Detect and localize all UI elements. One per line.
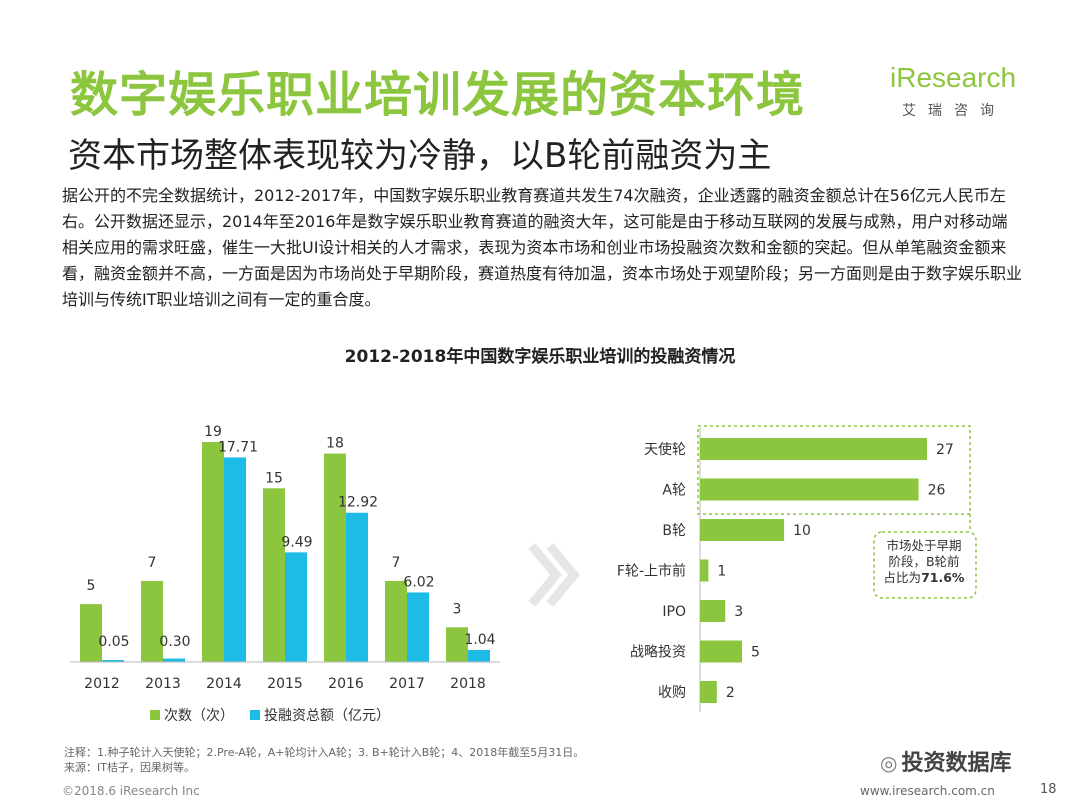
x-tick-2012: 2012 <box>84 676 120 692</box>
round-value-4: 3 <box>734 604 743 620</box>
footer-url: www.iresearch.com.cn <box>860 784 995 798</box>
round-label-0: 天使轮 <box>644 441 686 458</box>
bar-amount-2014 <box>224 457 246 662</box>
label-count-2013: 7 <box>148 555 157 571</box>
x-tick-2014: 2014 <box>206 676 242 692</box>
bar-amount-2012 <box>102 660 124 662</box>
page-subtitle: 资本市场整体表现较为冷静，以B轮前融资为主 <box>68 136 772 176</box>
intro-paragraph: 据公开的不完全数据统计，2012-2017年，中国数字娱乐职业教育赛道共发生74… <box>62 186 1023 309</box>
legend-label-amount: 投融资总额（亿元） <box>264 708 390 724</box>
label-amount-2015: 9.49 <box>281 534 312 550</box>
footnote-line-1: 注释：1.种子轮计入天使轮；2.Pre-A轮，A+轮均计入A轮；3. B+轮计入… <box>64 746 585 759</box>
round-label-2: B轮 <box>662 523 686 539</box>
round-bar-3 <box>700 559 709 582</box>
x-tick-2018: 2018 <box>450 676 486 692</box>
label-count-2014: 19 <box>204 424 222 440</box>
label-amount-2017: 6.02 <box>403 574 434 590</box>
round-bar-0 <box>700 438 927 460</box>
label-count-2016: 18 <box>326 436 344 452</box>
label-count-2017: 7 <box>392 555 401 571</box>
round-value-6: 2 <box>726 685 735 701</box>
wechat-icon: ◎ <box>880 751 898 775</box>
round-label-3: F轮-上市前 <box>617 563 686 580</box>
round-value-0: 27 <box>936 442 954 458</box>
label-amount-2016: 12.92 <box>338 495 378 511</box>
label-amount-2012: 0.05 <box>98 634 129 650</box>
annotation-box <box>873 531 977 599</box>
annotation-text: 市场处于早期 阶段，B轮前 占比为71.6% <box>876 538 972 586</box>
x-tick-2015: 2015 <box>267 676 303 692</box>
round-bar-4 <box>700 600 726 622</box>
legend-label-count: 次数（次） <box>164 708 234 724</box>
footnote-line-2: 来源：IT桔子，因果树等。 <box>64 761 195 774</box>
annotation-value: 71.6% <box>921 570 965 585</box>
annotation-line-3: 占比为71.6% <box>876 570 972 586</box>
x-tick-2013: 2013 <box>145 676 181 692</box>
x-tick-2017: 2017 <box>389 676 425 692</box>
chevron-right-icon <box>528 543 580 607</box>
round-label-1: A轮 <box>662 483 686 499</box>
label-count-2012: 5 <box>87 578 96 594</box>
bar-count-2014 <box>202 442 224 662</box>
round-label-5: 战略投资 <box>630 645 686 661</box>
legend-swatch-amount <box>250 710 260 720</box>
label-amount-2014: 17.71 <box>218 439 258 455</box>
label-count-2015: 15 <box>265 470 283 486</box>
logo-cn-text: 艾瑞咨询 <box>902 103 1006 119</box>
financing-by-round-chart: 天使轮 27 A轮 26 B轮 10 F轮-上市前 1 IPO 3 战略投资 5 收购 2 <box>617 425 977 712</box>
iresearch-logo: iResearch 艾瑞咨询 <box>890 62 1020 122</box>
footer-copyright: ©2018.6 iResearch Inc <box>62 784 200 798</box>
page-title: 数字娱乐职业培训发展的资本环境 <box>70 67 806 123</box>
round-value-3: 1 <box>717 564 726 580</box>
x-tick-2016: 2016 <box>328 676 364 692</box>
bar-amount-2018 <box>468 649 490 662</box>
bar-count-2017 <box>385 580 407 662</box>
label-amount-2013: 0.30 <box>159 634 190 650</box>
annotation-prefix: 占比为 <box>883 570 922 585</box>
annotation-line-2: 阶段，B轮前 <box>888 554 960 569</box>
round-label-6: 收购 <box>658 685 686 701</box>
bar-amount-2016 <box>346 512 368 662</box>
bar-amount-2017 <box>407 592 429 662</box>
round-bar-1 <box>700 478 919 501</box>
watermark-text: ◎ 投资数据库 <box>880 745 1011 777</box>
round-label-4: IPO <box>662 604 686 620</box>
label-count-2018: 3 <box>453 601 462 617</box>
round-bar-5 <box>700 640 743 663</box>
bar-count-2016 <box>324 453 346 662</box>
round-bar-2 <box>700 519 785 541</box>
watermark-label: 投资数据库 <box>901 751 1012 776</box>
footnotes: 注释：1.种子轮计入天使轮；2.Pre-A轮，A+轮均计入A轮；3. B+轮计入… <box>64 745 584 775</box>
page-number: 18 <box>1040 782 1057 797</box>
bar-count-2018 <box>446 627 468 662</box>
legend-swatch-count <box>150 710 160 720</box>
bar-count-2013 <box>141 580 163 662</box>
annotation-line-1: 市场处于早期 <box>886 538 962 553</box>
round-value-2: 10 <box>793 523 811 539</box>
bar-count-2012 <box>80 604 102 662</box>
round-bar-6 <box>700 681 717 703</box>
bar-amount-2013 <box>163 658 185 662</box>
label-amount-2018: 1.04 <box>464 632 495 648</box>
chart-title: 2012-2018年中国数字娱乐职业培训的投融资情况 <box>344 347 736 367</box>
bar-amount-2015 <box>285 552 307 662</box>
round-value-5: 5 <box>751 645 760 661</box>
logo-text: iResearch <box>890 62 1017 93</box>
bar-count-2015 <box>263 488 285 662</box>
round-value-1: 26 <box>928 483 946 499</box>
